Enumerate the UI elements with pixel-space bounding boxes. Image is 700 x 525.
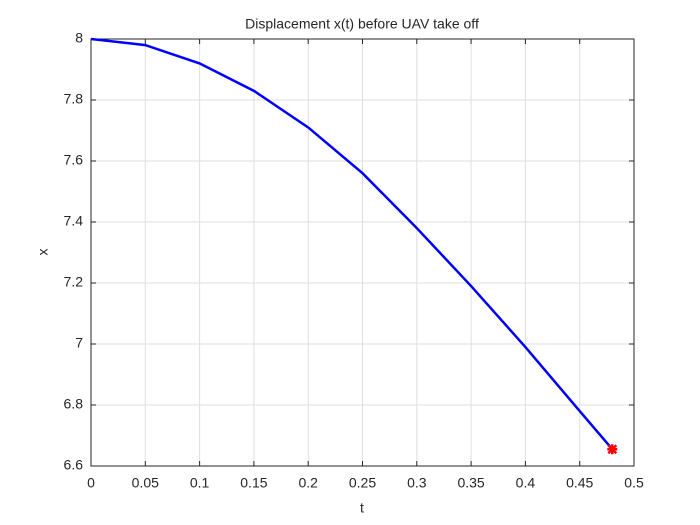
x-tick-label: 0.4 xyxy=(516,475,536,491)
marker xyxy=(607,444,618,455)
y-tick-label: 6.6 xyxy=(64,457,84,473)
x-tick-label: 0.25 xyxy=(349,475,376,491)
line xyxy=(90,37,614,451)
chart-title: Displacement x(t) before UAV take off xyxy=(245,16,479,32)
x-axis-label: t xyxy=(360,500,364,516)
x-tick-label: 0 xyxy=(87,475,95,491)
x-tick-label: 0.2 xyxy=(298,475,318,491)
x-tick-label: 0.45 xyxy=(566,475,593,491)
y-tick-label: 7.6 xyxy=(64,152,84,168)
x-tick-label: 0.15 xyxy=(240,475,267,491)
x-tick-label: 0.3 xyxy=(407,475,427,491)
y-tick-label: 7 xyxy=(75,335,83,351)
x-tick-label: 0.35 xyxy=(457,475,484,491)
x-tick-label: 0.05 xyxy=(132,475,159,491)
y-axis-label: x xyxy=(35,249,51,256)
y-tick-label: 7.4 xyxy=(64,213,84,229)
x-tick-label: 0.5 xyxy=(624,475,644,491)
y-tick-label: 7.2 xyxy=(64,274,84,290)
axes-box xyxy=(90,38,635,467)
y-tick-label: 6.8 xyxy=(64,396,84,412)
x-tick-label: 0.1 xyxy=(190,475,210,491)
y-tick-label: 8 xyxy=(75,30,83,46)
y-tick-label: 7.8 xyxy=(64,91,84,107)
